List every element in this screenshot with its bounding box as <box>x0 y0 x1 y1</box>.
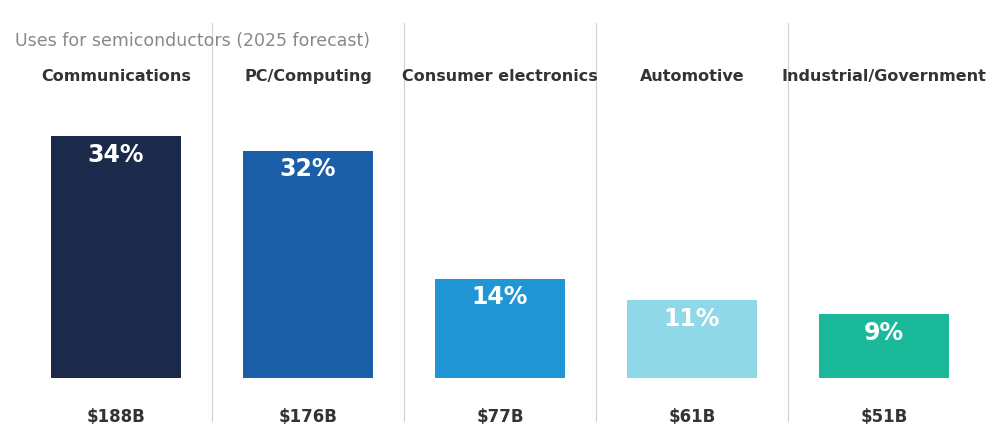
Text: Consumer electronics: Consumer electronics <box>402 69 598 84</box>
Bar <box>819 315 949 378</box>
Text: $61B: $61B <box>668 407 716 425</box>
Bar <box>627 300 757 378</box>
Text: Uses for semiconductors (2025 forecast): Uses for semiconductors (2025 forecast) <box>15 32 370 50</box>
Text: 11%: 11% <box>664 306 720 330</box>
Text: 32%: 32% <box>280 157 336 181</box>
Text: 14%: 14% <box>472 285 528 309</box>
Text: $176B: $176B <box>279 407 337 425</box>
Text: $188B: $188B <box>87 407 145 425</box>
Text: $77B: $77B <box>476 407 524 425</box>
Bar <box>435 279 565 378</box>
Bar <box>243 151 373 378</box>
Bar <box>51 137 181 378</box>
Text: Communications: Communications <box>41 69 191 84</box>
Text: Automotive: Automotive <box>640 69 744 84</box>
Text: $51B: $51B <box>860 407 908 425</box>
Text: 9%: 9% <box>864 320 904 344</box>
Text: PC/Computing: PC/Computing <box>244 69 372 84</box>
Text: Industrial/Government: Industrial/Government <box>782 69 986 84</box>
Text: 34%: 34% <box>88 143 144 167</box>
